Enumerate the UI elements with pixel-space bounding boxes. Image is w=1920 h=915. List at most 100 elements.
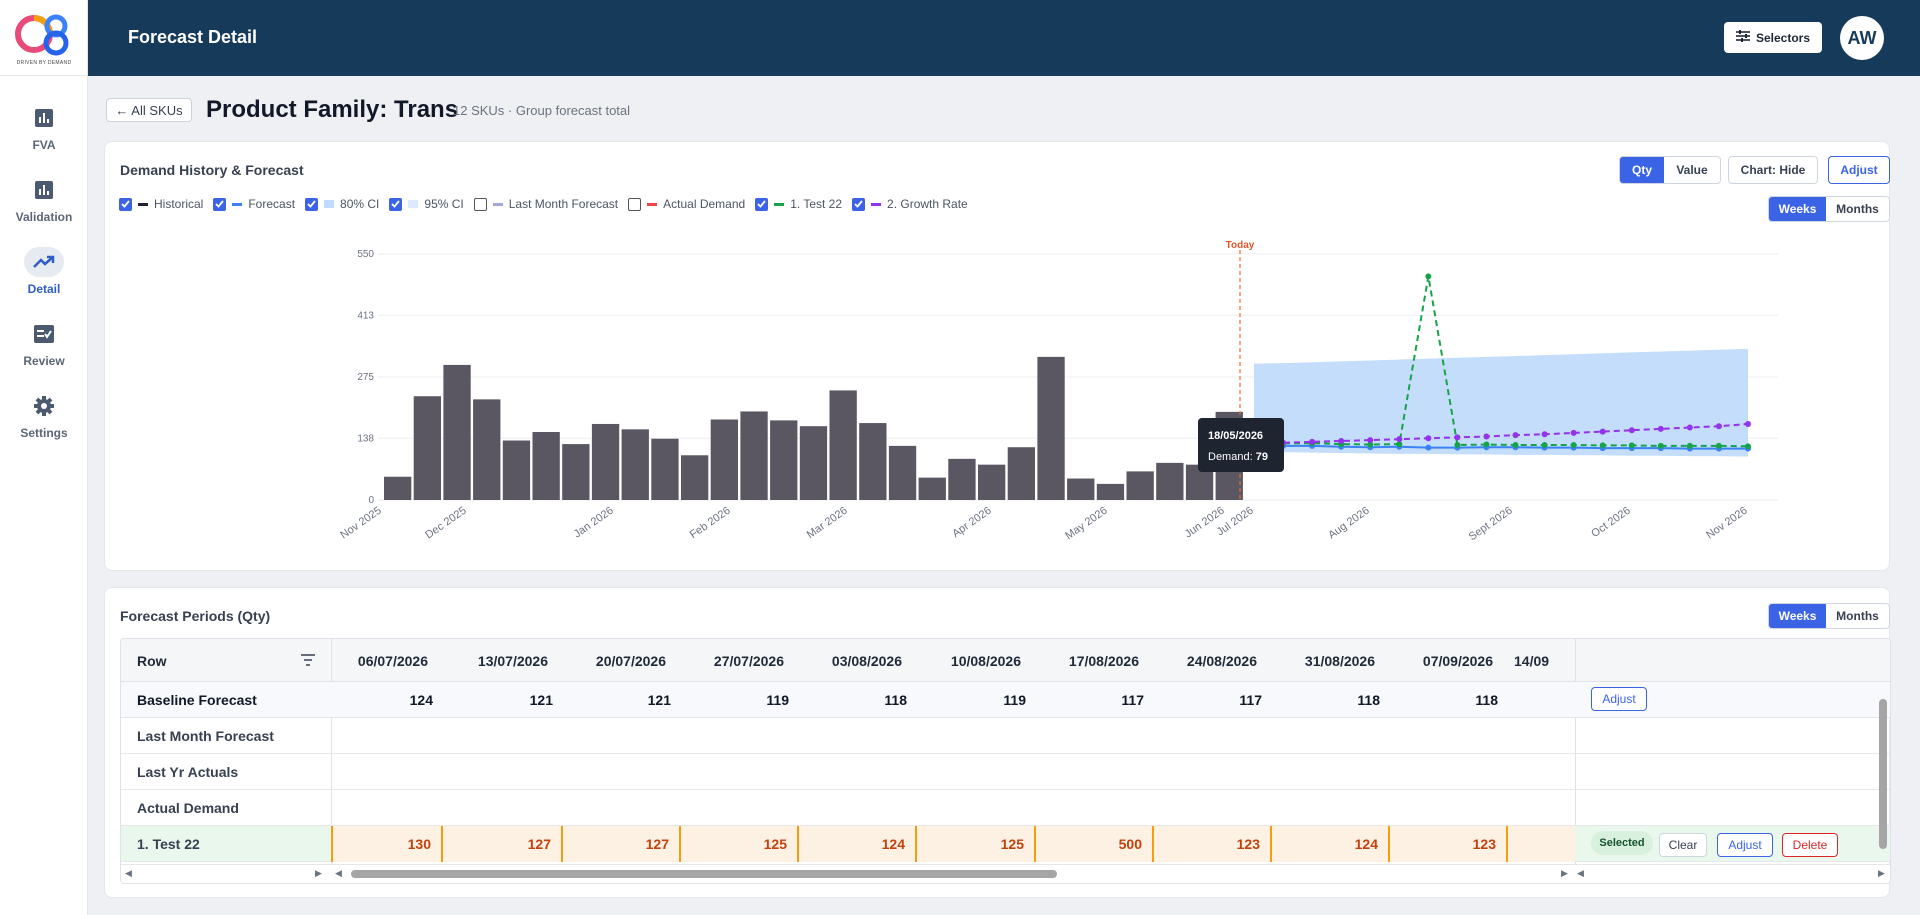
value-cell[interactable]: 130 [407,836,431,852]
x-tick-label: Oct 2026 [1589,505,1632,540]
legend-item-2[interactable]: 80% CI [305,197,379,211]
legend-label: 2. Growth Rate [887,197,968,211]
chart-months-button[interactable]: Months [1836,202,1879,216]
forecast-line-point [1425,444,1432,451]
checkbox-checked-icon[interactable] [755,197,769,211]
x-tick-label: Sept 2026 [1467,505,1515,544]
nav-item-validation[interactable]: Validation [0,175,88,235]
scroll-right-icon[interactable]: ▶ [315,868,322,878]
value-cell[interactable]: 124 [881,836,905,852]
historical-bar [502,440,531,500]
horizontal-scrollbar-thumb[interactable] [351,870,1057,878]
checkbox-checked-icon[interactable] [305,197,319,211]
chart-tooltip: 18/05/2026 Demand: 79 [1198,418,1284,472]
trending-up-icon [24,247,64,277]
legend-label: Historical [154,197,204,211]
legend-item-7[interactable]: 2. Growth Rate [852,197,968,211]
y-tick-label: 138 [357,433,374,444]
legend-item-0[interactable]: Historical [119,197,203,211]
adjust-chart-button[interactable]: Adjust [1828,156,1890,184]
legend-swatch [871,202,882,206]
vertical-scrollbar-thumb[interactable] [1879,699,1887,849]
nav-item-fva[interactable]: FVA [0,103,88,163]
value-cell[interactable]: 125 [763,836,787,852]
nav-label-settings: Settings [20,426,68,440]
x-tick-label: Nov 2025 [338,505,383,542]
x-tick-label: Nov 2026 [1704,505,1749,542]
test22-line-point [1599,442,1606,449]
adjust-scenario-button[interactable]: Adjust [1717,833,1773,857]
filter-icon[interactable] [301,653,315,671]
tooltip-date: 18/05/2026 [1208,430,1264,442]
table-weeks-button[interactable]: Weeks [1769,604,1826,628]
value-cell: 121 [647,692,671,708]
legend-item-1[interactable]: Forecast [213,197,295,211]
clear-button[interactable]: Clear [1659,833,1707,857]
checkbox-checked-icon[interactable] [852,197,866,211]
delete-button[interactable]: Delete [1782,833,1838,857]
date-column-header: 14/09 [1514,652,1550,669]
checkbox-unchecked-icon[interactable] [628,197,642,211]
cell-border [331,826,333,862]
value-cell[interactable]: 127 [645,836,669,852]
checkbox-unchecked-icon[interactable] [473,197,487,211]
adjust-baseline-button[interactable]: Adjust [1591,687,1647,711]
date-column-header: 03/08/2026 [831,652,902,669]
scroll-right-icon[interactable]: ▶ [1561,868,1568,878]
historical-bar [888,445,917,500]
growth-rate-line-point [1599,428,1606,435]
row-header: Row [137,652,167,669]
scroll-left-icon[interactable]: ◀ [1577,868,1584,878]
value-cell[interactable]: 123 [1472,836,1496,852]
value-button[interactable]: Value [1676,163,1708,177]
avatar[interactable]: AW [1840,16,1884,60]
legend-item-4[interactable]: Last Month Forecast [473,197,618,211]
cell-border [1388,826,1390,862]
gear-icon [24,391,64,421]
app-logo[interactable]: DRIVEN BY DEMAND [0,0,88,76]
value-cell[interactable]: 500 [1118,836,1142,852]
cell-border [797,826,799,862]
test22-line-point [1715,442,1722,449]
table-months-button[interactable]: Months [1836,609,1879,623]
checkbox-checked-icon[interactable] [389,197,403,211]
table-row: 1. Test 22 130 127 127 125 124 125 500 123 124 123 [121,826,1890,862]
back-to-all-skus-button[interactable]: ← All SKUs [106,98,192,122]
value-cell[interactable]: 123 [1236,836,1260,852]
chart-hide-button[interactable]: Chart: Hide [1728,156,1818,184]
nav-item-review[interactable]: Review [0,319,88,379]
scroll-left-icon[interactable]: ◀ [125,868,132,878]
cell-border [561,826,563,862]
test22-line [1253,276,1749,448]
x-tick-label: Dec 2025 [423,505,468,542]
qty-button[interactable]: Qty [1620,157,1664,183]
historical-bar [443,364,471,500]
test22-line-point [1745,443,1751,450]
scroll-right-icon[interactable]: ▶ [1878,868,1885,878]
chart-weeks-button[interactable]: Weeks [1769,197,1826,221]
test22-line-point [1512,441,1519,448]
nav-item-settings[interactable]: Settings [0,391,88,451]
nav-item-detail[interactable]: Detail [0,247,88,307]
value-cell[interactable]: 125 [1000,836,1024,852]
legend-item-5[interactable]: Actual Demand [628,197,745,211]
checkbox-checked-icon[interactable] [119,197,132,211]
selectors-button[interactable]: Selectors [1724,22,1822,53]
y-tick-label: 0 [368,495,374,506]
value-cell: 118 [1357,692,1380,708]
historical-bar [1156,462,1184,500]
growth-rate-line-point [1541,431,1548,438]
nav-label-fva: FVA [32,138,56,152]
checklist-icon [24,319,64,349]
checkbox-checked-icon[interactable] [213,197,227,211]
legend-item-6[interactable]: 1. Test 22 [755,197,842,211]
historical-bar [621,429,649,500]
growth-rate-line-point [1715,423,1722,430]
growth-rate-line-point [1483,433,1490,440]
legend-item-3[interactable]: 95% CI [389,197,464,211]
scroll-left-icon[interactable]: ◀ [335,868,342,878]
test22-line-point [1483,441,1490,448]
value-cell[interactable]: 124 [1354,836,1378,852]
value-cell[interactable]: 127 [527,836,551,852]
row-label: Last Yr Actuals [137,764,239,780]
